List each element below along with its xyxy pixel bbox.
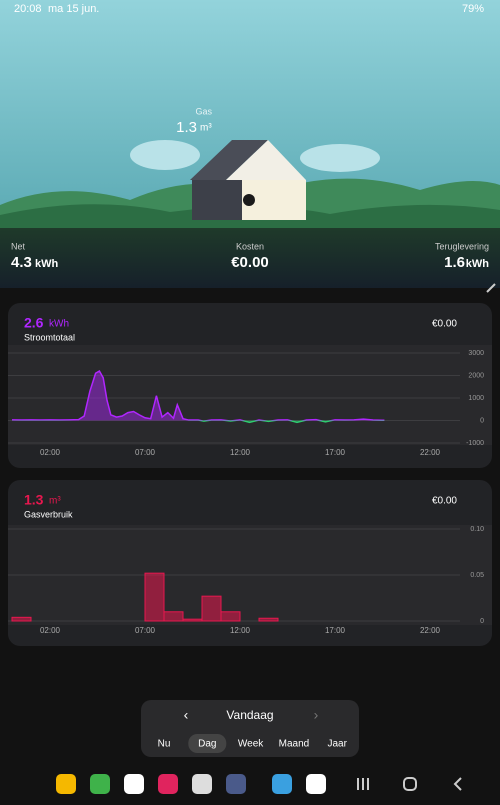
app-icon[interactable] <box>158 774 178 794</box>
y-tick-label: 3000 <box>468 350 484 357</box>
return-unit: kWh <box>466 258 490 270</box>
edit-icon[interactable] <box>486 283 496 293</box>
y-tick-label: 0 <box>480 618 484 625</box>
status-date: ma 15 jun. <box>48 3 99 15</box>
y-tick-label: 2000 <box>468 372 484 379</box>
bar <box>144 572 165 622</box>
gas-value: 1.3 <box>176 119 197 136</box>
bar <box>182 618 203 622</box>
x-tick-label: 12:00 <box>230 448 251 457</box>
home-button[interactable] <box>403 777 417 791</box>
card-cost: €0.00 <box>432 496 457 507</box>
house-wall <box>192 180 242 220</box>
period-tab[interactable]: Week <box>238 739 264 750</box>
area <box>12 371 385 423</box>
app-icon[interactable] <box>56 774 76 794</box>
app-icon[interactable] <box>90 774 110 794</box>
app-icon[interactable] <box>124 774 144 794</box>
period-label: Vandaag <box>226 708 273 722</box>
period-tab[interactable]: Maand <box>279 739 310 750</box>
roof <box>190 140 268 180</box>
card-cost: €0.00 <box>432 319 457 330</box>
ground <box>0 228 500 288</box>
card-label: Gasverbruik <box>24 509 73 519</box>
y-tick-label: 0 <box>480 417 484 424</box>
y-tick-label: -1000 <box>466 440 484 447</box>
x-tick-label: 17:00 <box>325 626 346 635</box>
total-unit: kWh <box>49 319 69 330</box>
total-value: 2.6 <box>24 315 44 331</box>
app-icon[interactable] <box>272 774 292 794</box>
next-button[interactable]: › <box>314 707 319 723</box>
app-icon[interactable] <box>192 774 212 794</box>
gas-label: Gas <box>195 106 212 116</box>
house-gable <box>226 140 306 180</box>
period-tab[interactable]: Dag <box>198 739 216 750</box>
bar <box>220 611 241 622</box>
x-tick-label: 17:00 <box>325 448 346 457</box>
x-tick-label: 07:00 <box>135 626 156 635</box>
y-tick-label: 0.05 <box>470 572 484 579</box>
x-tick-label: 02:00 <box>40 448 61 457</box>
period-tab[interactable]: Nu <box>158 739 171 750</box>
return-label: Teruglevering <box>435 241 489 251</box>
line <box>11 369 385 424</box>
electricity-plot <box>8 345 492 445</box>
net-unit: kWh <box>35 258 59 270</box>
previous-button[interactable]: ‹ <box>184 707 189 723</box>
status-battery: 79% <box>462 3 484 15</box>
app-icon[interactable] <box>226 774 246 794</box>
gas-unit: m³ <box>200 123 212 134</box>
total-unit: m³ <box>49 496 61 507</box>
bar <box>201 595 222 622</box>
x-tick-label: 22:00 <box>420 448 441 457</box>
recents-button[interactable] <box>357 778 369 790</box>
cost-value: €0.00 <box>231 254 269 271</box>
bar <box>11 616 32 622</box>
selected-tab <box>188 734 227 753</box>
period-tab[interactable]: Jaar <box>327 739 347 750</box>
total-value: 1.3 <box>24 492 44 508</box>
y-tick-label: 1000 <box>468 395 484 402</box>
app-icon[interactable] <box>306 774 326 794</box>
cloud <box>130 140 200 170</box>
net-label: Net <box>11 241 26 251</box>
y-tick-label: 0.10 <box>470 526 484 533</box>
status-time: 20:08 <box>14 3 42 15</box>
cost-label: Kosten <box>236 241 264 251</box>
return-value: 1.6 <box>444 254 465 271</box>
x-tick-label: 22:00 <box>420 626 441 635</box>
cloud <box>300 144 380 172</box>
card-label: Stroomtotaal <box>24 332 75 342</box>
bar <box>163 611 184 622</box>
x-tick-label: 12:00 <box>230 626 251 635</box>
bar <box>258 617 279 622</box>
x-tick-label: 07:00 <box>135 448 156 457</box>
net-value: 4.3 <box>11 254 32 271</box>
x-tick-label: 02:00 <box>40 626 61 635</box>
dock <box>56 774 462 794</box>
meter-icon <box>243 194 255 206</box>
back-button[interactable] <box>453 777 462 791</box>
